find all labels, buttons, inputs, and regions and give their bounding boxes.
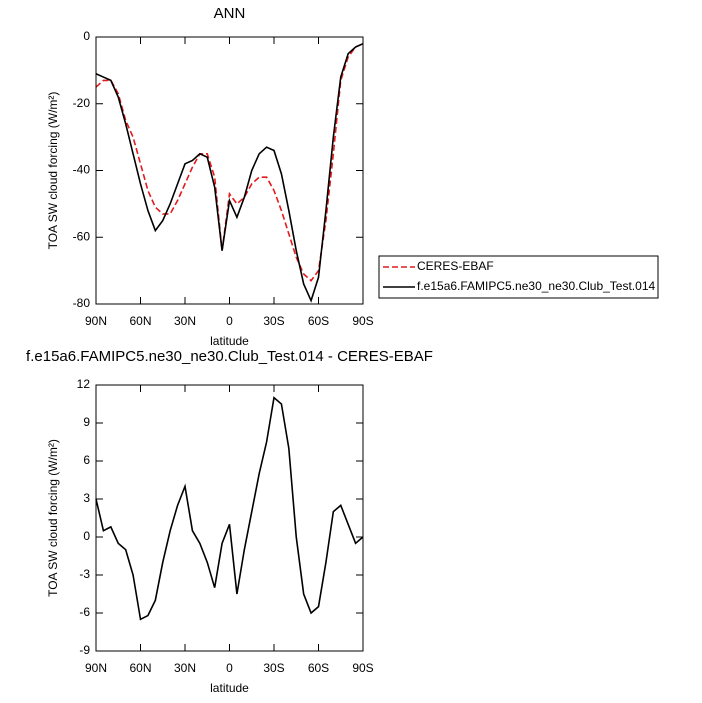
x-tick-label: 90N xyxy=(85,314,107,328)
y-tick-label: 3 xyxy=(83,491,90,505)
x-tick-label: 90S xyxy=(352,661,373,675)
y-tick-label: 9 xyxy=(83,415,90,429)
chart-title: ANN xyxy=(214,5,246,22)
data-line xyxy=(95,42,364,303)
y-tick-label: -60 xyxy=(73,229,91,243)
y-tick-label: 12 xyxy=(77,377,91,391)
y-tick-label: -20 xyxy=(73,96,91,110)
y-tick-label: -3 xyxy=(79,567,90,581)
x-tick-label: 0 xyxy=(226,314,233,328)
y-tick-label: -80 xyxy=(73,296,91,310)
y-axis-label: TOA SW cloud forcing (W/m²) xyxy=(46,439,60,597)
x-tick-label: 30N xyxy=(174,314,196,328)
x-axis-label: latitude xyxy=(210,334,249,348)
plot-frame xyxy=(95,36,364,305)
x-tick-label: 60S xyxy=(308,661,329,675)
y-axis-label: TOA SW cloud forcing (W/m²) xyxy=(46,92,60,250)
x-tick-label: 30S xyxy=(263,661,284,675)
x-tick-label: 60N xyxy=(129,314,151,328)
y-tick-label: 0 xyxy=(83,529,90,543)
plot-frame xyxy=(95,384,364,652)
data-line xyxy=(95,396,364,621)
y-tick-label: -6 xyxy=(79,605,90,619)
legend-label: f.e15a6.FAMIPC5.ne30_ne30.Club_Test.014 xyxy=(417,279,655,293)
x-tick-label: 90N xyxy=(85,661,107,675)
y-tick-label: 0 xyxy=(83,29,90,43)
legend-label: CERES-EBAF xyxy=(417,259,494,273)
data-line xyxy=(95,42,364,282)
y-tick-label: 6 xyxy=(83,453,90,467)
legend-box xyxy=(378,255,659,299)
chart-title: f.e15a6.FAMIPC5.ne30_ne30.Club_Test.014 … xyxy=(26,348,433,365)
x-tick-label: 60N xyxy=(129,661,151,675)
x-tick-label: 30N xyxy=(174,661,196,675)
x-tick-label: 30S xyxy=(263,314,284,328)
x-axis-label: latitude xyxy=(210,681,249,695)
y-tick-label: -40 xyxy=(73,163,91,177)
y-tick-label: -9 xyxy=(79,643,90,657)
x-tick-label: 90S xyxy=(352,314,373,328)
x-tick-label: 60S xyxy=(308,314,329,328)
x-tick-label: 0 xyxy=(226,661,233,675)
